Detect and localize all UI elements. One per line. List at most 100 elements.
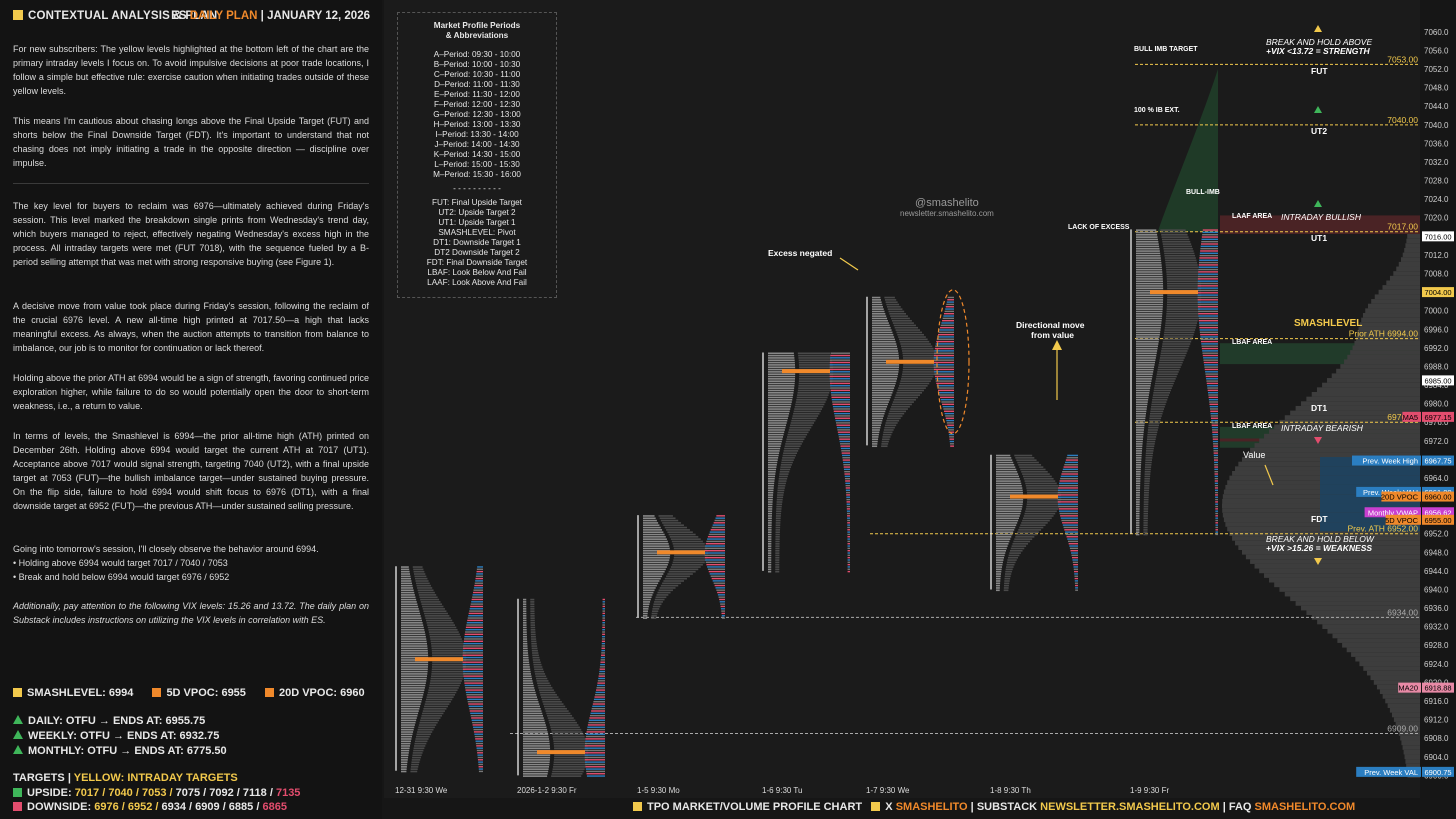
tpo-letters [996,549,1007,552]
tpo-profile [896,331,923,334]
volume-profile-bar [715,587,725,589]
tpo-profile [1023,477,1054,480]
volume-profile-bar [477,759,483,761]
volume-profile-bar [1202,350,1218,352]
volume-profile-bar [475,740,483,742]
volume-profile-bar [846,510,850,512]
tpo-letters [996,529,1015,531]
tpo-letters [643,591,654,594]
y-tick-label: 7056.0 [1424,46,1449,55]
tpo-profile [882,436,891,438]
tpo-profile [418,726,435,729]
x-link[interactable]: SMASHELITO [895,801,968,813]
legend-title: Market Profile Periods [433,21,521,30]
faq-link[interactable]: SMASHELITO.COM [1254,801,1356,813]
tpo-letters [401,684,426,687]
tpo-letters [768,464,777,466]
tpo-letters [401,763,408,766]
tpo-letters [643,608,649,610]
volume-profile-bar [845,487,850,489]
tpo-letters [768,552,772,554]
volume-profile-bar [1215,503,1218,505]
tpo-profile [420,601,441,603]
volume-profile-bar [473,587,483,589]
tpo-letters [643,545,670,547]
volume-profile-bar [598,675,605,677]
tpo-profile [431,649,466,652]
tpo-letters [872,422,882,424]
tpo-profile [1003,587,1009,589]
tpo-letters [401,638,427,640]
tpo-letters [1136,264,1162,266]
volume-profile-bar [1205,375,1218,378]
volume-profile-bar [829,364,850,366]
tpo-letters [768,366,796,369]
tpo-letters [643,617,648,619]
tpo-profile [900,380,931,382]
tpo-letters [401,610,420,612]
volume-profile-bar [1197,303,1218,306]
session-label: 1-8 9:30 Th [990,786,1031,795]
tpo-letters [872,299,881,301]
volume-profile-bar [711,577,725,580]
substack-link[interactable]: NEWSLETTER.SMASHELITO.COM [1040,801,1220,813]
tpo-profile [662,582,682,585]
label-dt1: DT1 [1311,403,1328,413]
volume-profile-bar [1209,401,1218,403]
tpo-profile [1165,322,1198,324]
volume-bar [1405,759,1420,764]
triangle-marker [1314,25,1322,32]
tpo-profile [793,410,821,413]
poc-bar [1010,494,1058,499]
volume-profile-bar [718,596,725,598]
volume-profile-bar [1210,415,1218,417]
tpo-profile [1151,405,1165,408]
tpo-letters [401,668,428,671]
volume-profile-bar [710,575,725,577]
tpo-letters [768,547,772,550]
triangle-up-icon [13,715,23,724]
volume-bar [1254,443,1420,448]
tpo-profile [902,350,935,352]
tpo-profile [1014,454,1033,457]
volume-profile-bar [602,635,605,638]
tpo-letters [872,373,899,376]
tpo-profile [535,675,547,678]
volume-profile-bar [1199,331,1218,333]
volume-profile-bar [1059,510,1078,512]
tpo-profile [659,587,676,589]
annotation-break-above-1: BREAK AND HOLD ABOVE [1266,37,1373,47]
tpo-profile [667,573,693,575]
tpo-letters [996,589,1000,592]
volume-profile-bar [463,647,483,649]
label-smashlevel: SMASHLEVEL [1294,318,1363,329]
volume-profile-bar [1212,438,1218,440]
tpo-letters [768,482,775,485]
tpo-letters [401,649,428,652]
tpo-profile [530,601,535,603]
volume-profile-bar [593,701,605,703]
tpo-profile [417,731,433,733]
tpo-letters [872,440,878,443]
tpo-profile [673,556,708,559]
tpo-profile [1004,577,1011,580]
tpo-letters [872,387,895,389]
tpo-letters [872,375,898,378]
tpo-profile [430,638,462,640]
tpo-letters [996,473,1019,475]
tpo-letters [401,749,410,752]
value-area-bar [1320,475,1420,485]
tpo-letters [872,433,879,436]
volume-profile-bar [847,517,850,519]
tpo-letters [768,359,795,362]
volume-profile-bar [841,452,850,454]
tpo-profile [1144,477,1150,480]
tpo-profile [787,436,806,438]
tpo-letters [1136,343,1159,345]
volume-bar [1386,280,1420,286]
volume-profile-bar [945,308,954,310]
tpo-letters [643,563,668,566]
volume-profile-bar [707,566,725,568]
volume-bar [1370,675,1420,681]
tpo-profile [429,633,460,636]
